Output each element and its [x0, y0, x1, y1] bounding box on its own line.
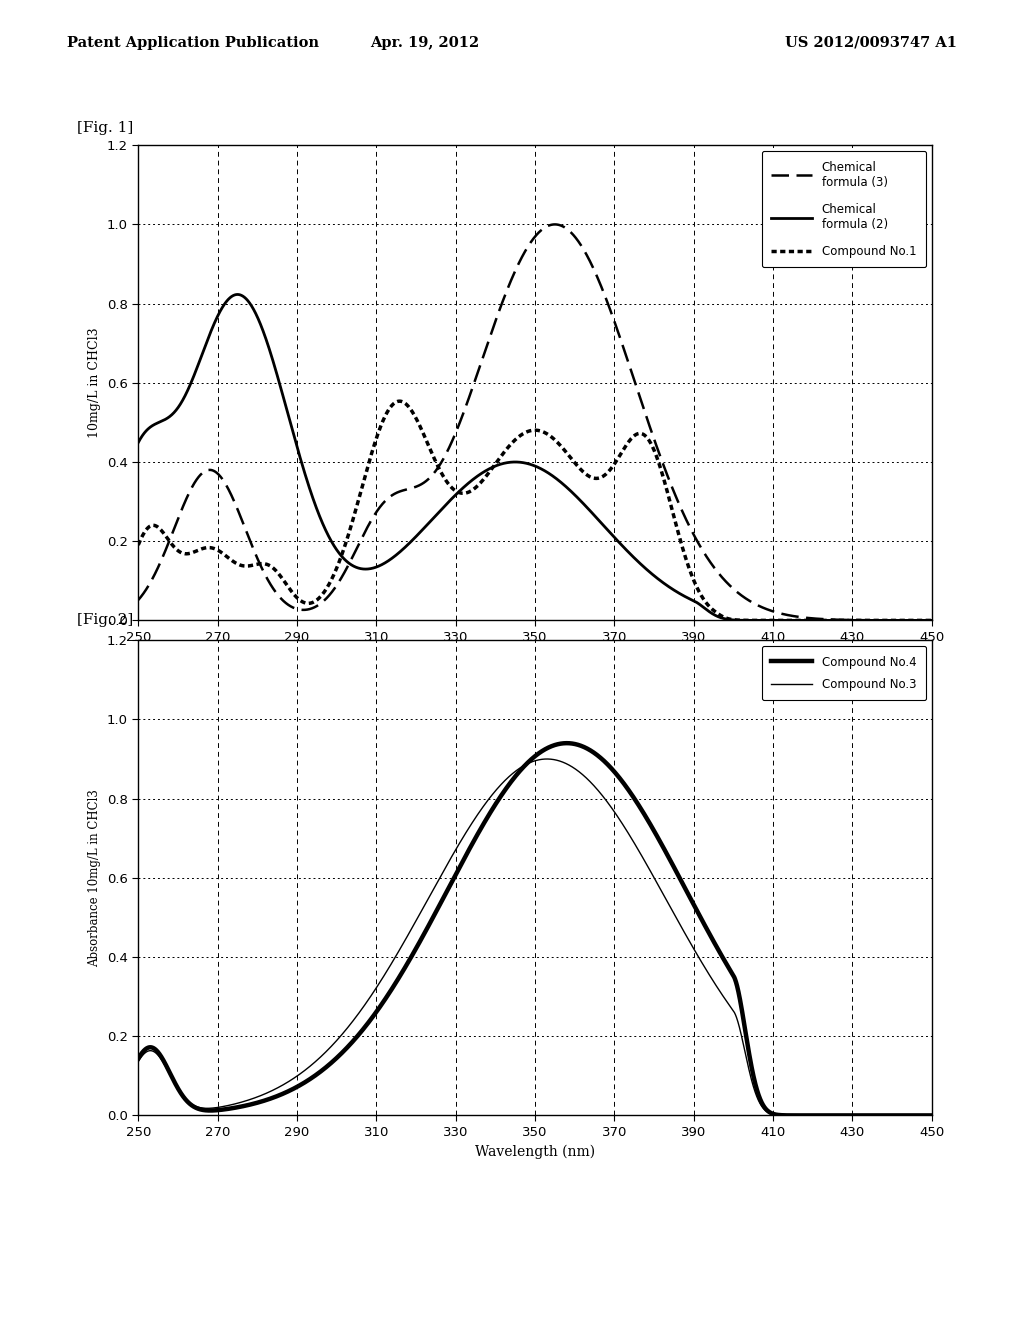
Legend: Chemical
formula (3), Chemical
formula (2), Compound No.1: Chemical formula (3), Chemical formula (… — [762, 150, 926, 268]
X-axis label: Wavelength (nm): Wavelength (nm) — [475, 1144, 595, 1159]
X-axis label: Wavelength / nm: Wavelength / nm — [476, 649, 594, 664]
Text: [Fig. 1]: [Fig. 1] — [77, 121, 133, 135]
Text: Patent Application Publication: Patent Application Publication — [67, 36, 318, 50]
Y-axis label: 10mg/L in CHCl3: 10mg/L in CHCl3 — [88, 327, 101, 438]
Legend: Compound No.4, Compound No.3: Compound No.4, Compound No.3 — [762, 645, 926, 701]
Text: US 2012/0093747 A1: US 2012/0093747 A1 — [785, 36, 957, 50]
Y-axis label: Absorbance 10mg/L in CHCl3: Absorbance 10mg/L in CHCl3 — [88, 789, 101, 966]
Text: [Fig. 2]: [Fig. 2] — [77, 614, 133, 627]
Text: Apr. 19, 2012: Apr. 19, 2012 — [371, 36, 479, 50]
